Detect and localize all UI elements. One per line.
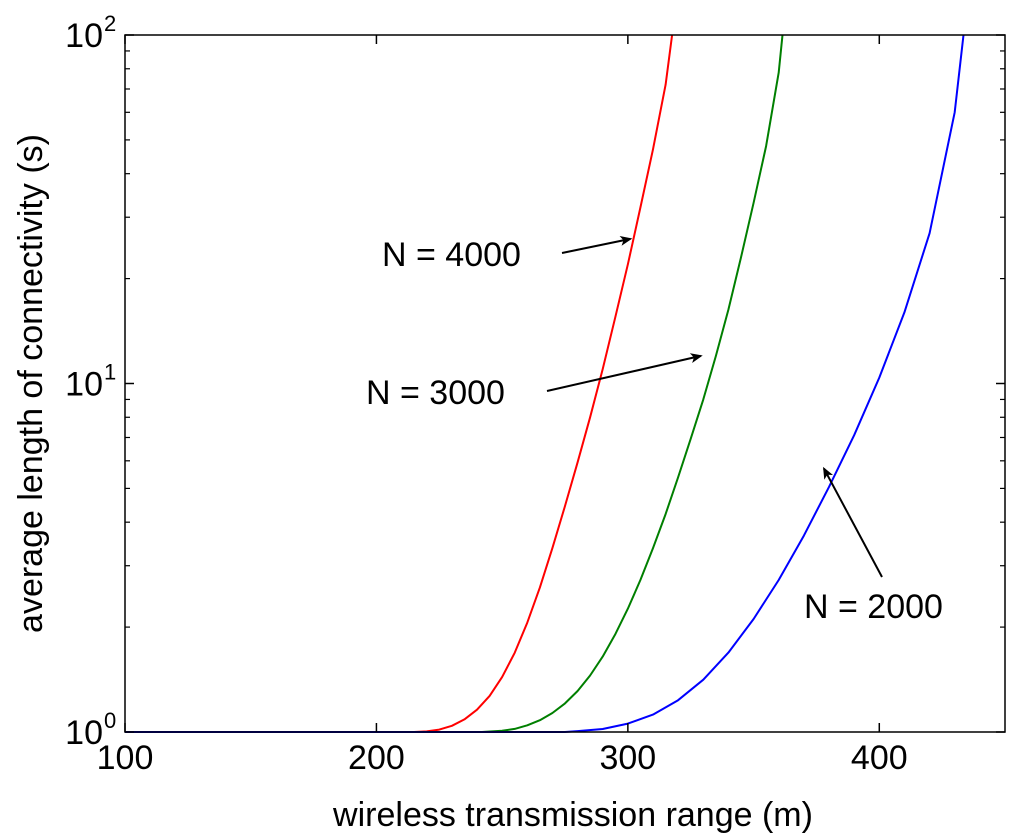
y-tick-label-exponent: 1 bbox=[104, 360, 116, 385]
annotation-arrow bbox=[561, 236, 633, 254]
plot-area bbox=[125, 35, 1005, 732]
x-axis-title: wireless transmission range (m) bbox=[332, 796, 813, 834]
y-tick-label-exponent: 2 bbox=[104, 11, 116, 36]
y-tick-label-exponent: 0 bbox=[104, 708, 116, 733]
annotation-label: N = 3000 bbox=[366, 374, 505, 412]
y-tick-label-base: 10 bbox=[65, 366, 103, 404]
series-line-3 bbox=[125, 34, 965, 733]
annotation-arrow bbox=[546, 353, 703, 392]
series-line-2 bbox=[125, 34, 784, 733]
annotation-label: N = 2000 bbox=[804, 588, 943, 626]
y-tick-label-base: 10 bbox=[65, 17, 103, 55]
annotation-label: N = 4000 bbox=[382, 236, 521, 274]
y-tick-label-base: 10 bbox=[65, 714, 103, 752]
x-tick-label: 300 bbox=[599, 739, 656, 777]
y-axis-title: average length of connectivity (s) bbox=[12, 134, 50, 633]
annotation-arrow bbox=[823, 466, 883, 578]
x-tick-label: 100 bbox=[97, 739, 154, 777]
x-tick-label: 200 bbox=[348, 739, 405, 777]
x-tick-label: 400 bbox=[851, 739, 908, 777]
